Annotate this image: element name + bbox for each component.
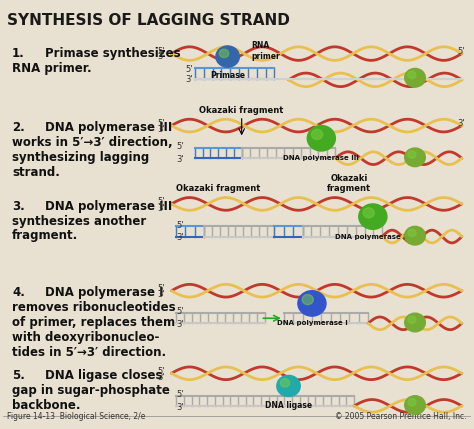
Circle shape <box>408 399 416 406</box>
Text: 3': 3' <box>157 373 165 382</box>
Text: 4.: 4. <box>12 287 25 299</box>
Circle shape <box>302 295 313 305</box>
Circle shape <box>363 208 374 218</box>
Text: Primase synthesizes: Primase synthesizes <box>45 47 181 60</box>
Circle shape <box>219 49 229 57</box>
Circle shape <box>405 148 425 166</box>
Circle shape <box>298 291 326 316</box>
Circle shape <box>408 316 416 323</box>
Text: 3': 3' <box>185 76 193 85</box>
Text: SYNTHESIS OF LAGGING STRAND: SYNTHESIS OF LAGGING STRAND <box>8 13 291 28</box>
Circle shape <box>405 68 425 87</box>
Text: © 2005 Pearson Prentice Hall, Inc.: © 2005 Pearson Prentice Hall, Inc. <box>335 412 466 421</box>
Text: works in 5′→3′ direction,
synthesizing lagging
strand.: works in 5′→3′ direction, synthesizing l… <box>12 136 173 179</box>
Text: 3': 3' <box>457 119 465 128</box>
Text: 5': 5' <box>176 142 183 151</box>
Circle shape <box>408 229 416 237</box>
Text: Figure 14-13  Biological Science, 2/e: Figure 14-13 Biological Science, 2/e <box>8 412 146 421</box>
Text: 5': 5' <box>176 390 183 399</box>
Text: 5': 5' <box>157 197 165 206</box>
Text: DNA polymerase I: DNA polymerase I <box>45 287 164 299</box>
Text: Okazaki fragment: Okazaki fragment <box>200 106 284 115</box>
Circle shape <box>216 46 239 67</box>
Text: 5': 5' <box>176 308 183 317</box>
Text: 5': 5' <box>176 221 183 230</box>
Circle shape <box>359 204 387 230</box>
Text: 3': 3' <box>176 403 184 412</box>
Circle shape <box>280 378 290 387</box>
Text: DNA polymerase I: DNA polymerase I <box>276 320 347 326</box>
Circle shape <box>311 130 323 139</box>
Circle shape <box>408 71 416 79</box>
Text: 3': 3' <box>157 204 165 213</box>
Text: 5': 5' <box>157 119 165 128</box>
Text: DNA polymerase III: DNA polymerase III <box>335 233 411 239</box>
Text: Okazaki fragment: Okazaki fragment <box>176 184 260 193</box>
Text: DNA polymerase III: DNA polymerase III <box>45 199 172 213</box>
Text: synthesizes another
fragment.: synthesizes another fragment. <box>12 214 146 242</box>
Circle shape <box>277 375 300 396</box>
Text: RNA primer.: RNA primer. <box>12 62 92 75</box>
Text: 5': 5' <box>457 47 465 56</box>
Text: DNA polymerase III: DNA polymerase III <box>283 155 359 161</box>
Text: Primase: Primase <box>210 71 245 80</box>
Text: 3': 3' <box>176 233 184 242</box>
Circle shape <box>307 126 336 151</box>
Text: DNA ligase closes: DNA ligase closes <box>45 369 163 382</box>
Circle shape <box>405 396 425 414</box>
Text: 5.: 5. <box>12 369 25 382</box>
Text: 5': 5' <box>157 367 165 376</box>
Text: 3': 3' <box>157 125 165 134</box>
Text: 5': 5' <box>157 47 165 56</box>
Text: 3': 3' <box>176 155 184 164</box>
Text: removes ribonucleotides
of primer, replaces them
with deoxyribonucleo-
tides in : removes ribonucleotides of primer, repla… <box>12 301 176 360</box>
Text: 3': 3' <box>176 320 184 329</box>
Text: 1.: 1. <box>12 47 25 60</box>
Text: RNA
primer: RNA primer <box>251 41 280 61</box>
Text: 3': 3' <box>157 290 165 299</box>
Text: 5': 5' <box>185 65 193 74</box>
Circle shape <box>405 313 425 332</box>
Text: gap in sugar-phosphate
backbone.: gap in sugar-phosphate backbone. <box>12 384 170 412</box>
Circle shape <box>408 151 416 158</box>
Text: 2.: 2. <box>12 121 25 134</box>
Text: DNA ligase: DNA ligase <box>265 401 312 410</box>
Text: 5': 5' <box>157 284 165 293</box>
Text: 3': 3' <box>157 52 165 61</box>
Circle shape <box>405 227 425 245</box>
Text: 3.: 3. <box>12 199 25 213</box>
Text: DNA polymerase III: DNA polymerase III <box>45 121 172 134</box>
Text: Okazaki
fragment: Okazaki fragment <box>328 174 372 193</box>
